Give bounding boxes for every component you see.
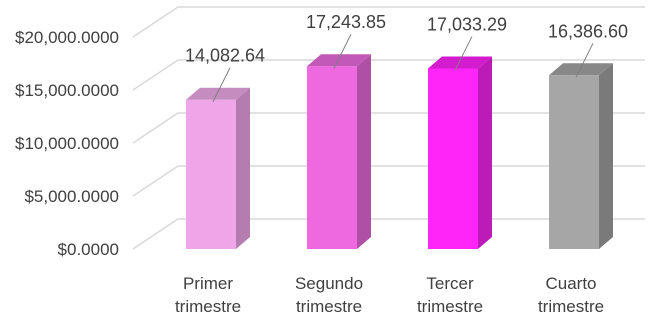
x-category-label-line: trimestre <box>175 297 241 316</box>
bar-front-face <box>428 68 478 249</box>
x-category-label: Primer trimestre <box>175 274 241 316</box>
y-tick-label: $0.0000 <box>58 240 119 259</box>
bar-side-face <box>236 87 250 249</box>
x-category-label: Tercer trimestre <box>417 274 483 316</box>
bar-front-face <box>307 66 357 250</box>
y-tick-label: $10,000.0000 <box>15 134 119 153</box>
data-label: 17,033.29 <box>427 14 507 34</box>
data-label-leader <box>333 33 352 69</box>
bar-front-face <box>549 75 599 250</box>
x-category-label-line: trimestre <box>296 297 362 316</box>
data-label-leader <box>454 36 473 71</box>
data-label-leader <box>575 43 594 78</box>
bar-side-face <box>357 54 371 249</box>
bar-top-face <box>307 54 371 67</box>
bar <box>186 87 250 249</box>
data-label: 16,386.60 <box>548 21 628 41</box>
bar-side-face <box>599 63 613 250</box>
x-category-label: Segundo trimestre <box>295 274 363 316</box>
bar-top-face <box>428 56 492 69</box>
x-category-label-line: Primer <box>183 274 233 293</box>
bar-side-face <box>478 56 492 249</box>
x-axis-category-labels: Primer trimestre Segundo trimestre Tercer tri… <box>175 274 604 316</box>
bars <box>186 54 613 250</box>
data-labels: 14,082.64 17,243.85 17,033.29 16,386.60 <box>185 12 628 102</box>
bar <box>307 54 371 250</box>
data-label-leader <box>212 67 231 102</box>
y-tick-label: $20,000.0000 <box>15 28 119 47</box>
bar-front-face <box>186 99 236 249</box>
x-category-label-line: trimestre <box>538 297 604 316</box>
x-category-label-line: Segundo <box>295 274 363 293</box>
bar-top-face <box>186 87 250 100</box>
x-category-label-line: Tercer <box>426 274 474 293</box>
bar <box>549 63 613 250</box>
data-label: 17,243.85 <box>306 12 386 32</box>
x-category-label: Cuarto trimestre <box>538 274 604 316</box>
y-tick-label: $15,000.0000 <box>15 81 119 100</box>
x-category-label-line: Cuarto <box>545 274 596 293</box>
x-category-label-line: trimestre <box>417 297 483 316</box>
bar-top-face <box>549 63 613 76</box>
y-tick-label: $5,000.0000 <box>24 187 119 206</box>
gridline <box>132 6 645 38</box>
y-axis-tick-labels: $0.0000 $5,000.0000 $10,000.0000 $15,000.00… <box>15 28 119 259</box>
bar <box>428 56 492 249</box>
data-label: 14,082.64 <box>185 46 265 66</box>
